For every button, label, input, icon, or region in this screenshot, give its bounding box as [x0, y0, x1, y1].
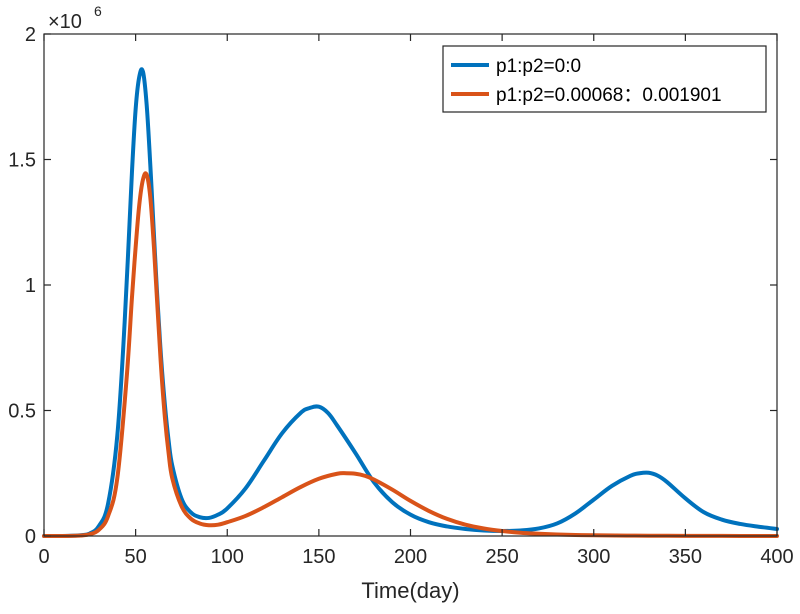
- y-tick-label: 0.5: [8, 401, 36, 423]
- legend-box: [442, 45, 767, 113]
- x-tick-label: 400: [760, 546, 793, 568]
- plot-background: [44, 34, 777, 536]
- x-axis-label: Time(day): [361, 578, 459, 603]
- y-tick-label: 2: [25, 24, 36, 46]
- series-layer: [42, 67, 779, 539]
- plot-area: [44, 34, 777, 536]
- x-ticks: 0 50 100 150 200 250 300 350 400: [38, 34, 794, 568]
- x-tick-label: 0: [38, 546, 49, 568]
- x-tick-label: 250: [485, 546, 518, 568]
- x-tick-label: 350: [669, 546, 702, 568]
- x-tick-label: 50: [125, 546, 147, 568]
- series-line-1: [42, 67, 779, 539]
- y-tick-label: 1.5: [8, 150, 36, 172]
- series-line-2: [42, 171, 779, 539]
- x-tick-label: 100: [211, 546, 244, 568]
- y-tick-label: 0: [25, 526, 36, 548]
- multiplier-base: ×10: [48, 11, 82, 33]
- x-tick-label: 300: [577, 546, 610, 568]
- y-multiplier-label: ×10 6: [48, 3, 102, 33]
- legend: p1:p2=0:0 p1:p2=0.00068：0.001901: [442, 45, 767, 113]
- legend-entry-series-2: p1:p2=0.00068：0.001901: [496, 85, 722, 106]
- y-ticks: 0 0.5 1 1.5 2: [8, 24, 777, 548]
- x-tick-label: 150: [302, 546, 335, 568]
- x-tick-label: 200: [394, 546, 427, 568]
- legend-entry-series-1: p1:p2=0:0: [496, 56, 581, 77]
- y-tick-label: 1: [25, 275, 36, 297]
- multiplier-exponent: 6: [94, 3, 102, 19]
